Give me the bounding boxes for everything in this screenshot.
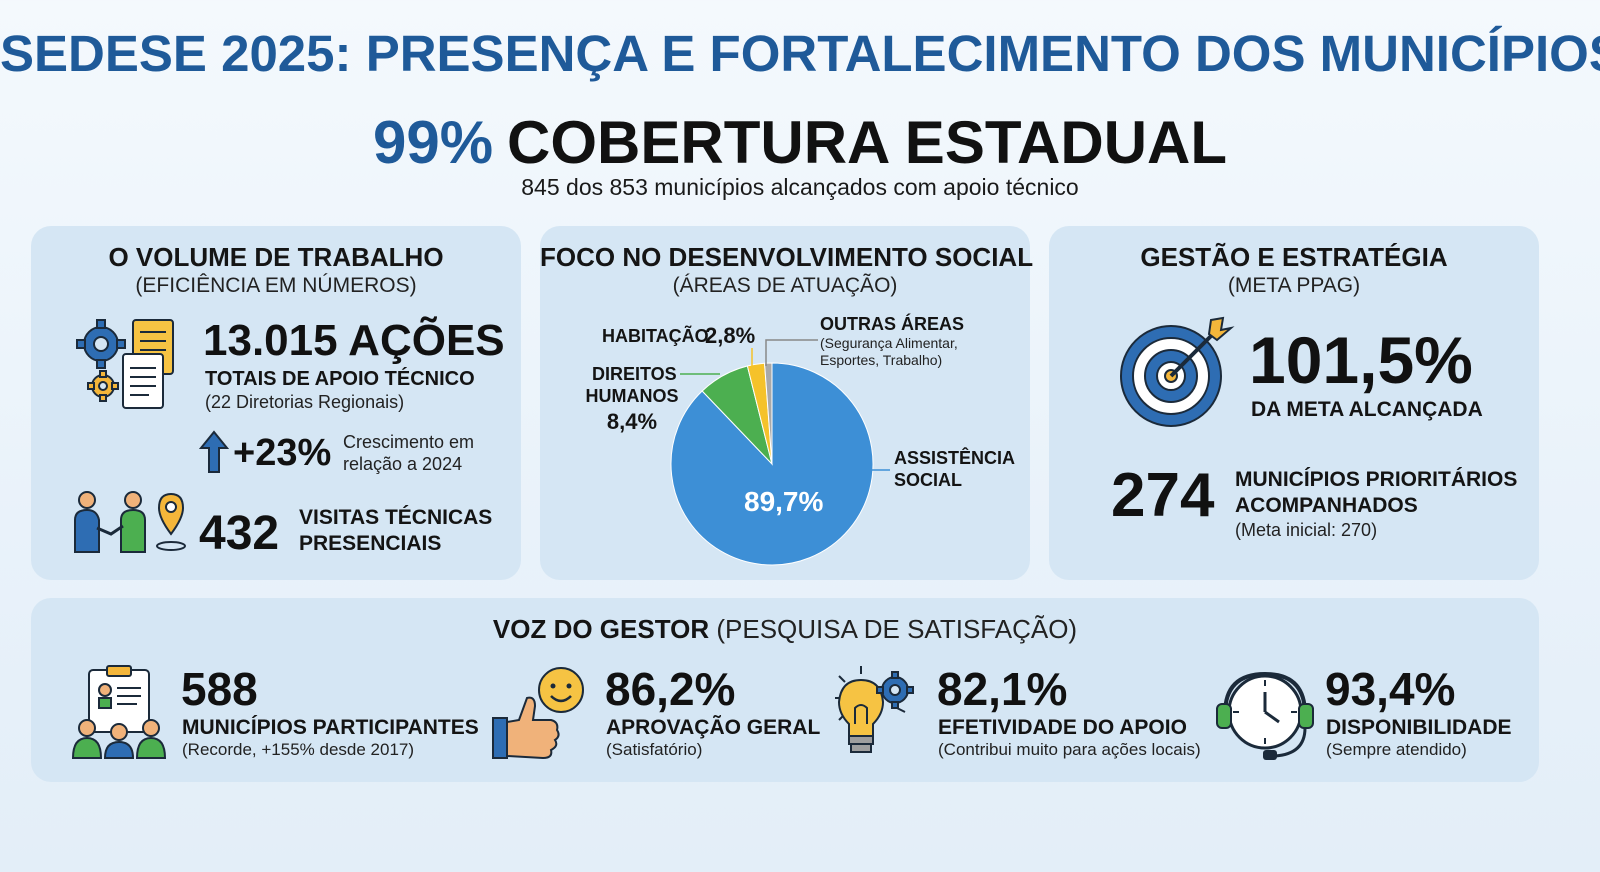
pie-slice-outras — [764, 362, 773, 465]
gears-documents-icon — [76, 319, 174, 409]
visitas-label-2: PRESENCIAIS — [299, 532, 442, 555]
coverage-subtitle: 845 dos 853 municípios alcançados com ap… — [521, 174, 1079, 200]
prior-value: 274 — [1111, 461, 1215, 530]
page-title: SEDESE 2025: PRESENÇA E FORTALECIMENTO D… — [0, 25, 1600, 82]
clipboard-people-icon — [71, 665, 167, 759]
growth-label-2: relação a 2024 — [343, 454, 463, 474]
gestao-subtitle: (META PPAG) — [1227, 274, 1361, 297]
voz-value-2: 86,2% — [605, 663, 736, 715]
target-icon — [1120, 316, 1235, 427]
clock-headset-icon — [1216, 671, 1314, 760]
coverage-value: 99% — [372, 109, 494, 176]
visitas-value: 432 — [199, 507, 280, 560]
meta-value: 101,5% — [1249, 323, 1473, 397]
gestao-title: GESTÃO E ESTRATÉGIA — [1140, 242, 1448, 272]
coverage-headline: 99% COBERTURA ESTADUAL — [0, 108, 1600, 177]
acoes-label: TOTAIS DE APOIO TÉCNICO — [205, 368, 475, 390]
label-assist-2: SOCIAL — [894, 470, 963, 490]
voz-sub-4: (Sempre atendido) — [1326, 740, 1467, 759]
pie-chart — [670, 339, 890, 566]
value-assist: 89,7% — [744, 486, 824, 517]
voz-sub-3: (Contribui muito para ações locais) — [938, 740, 1201, 759]
label-outras-sub-1: (Segurança Alimentar, — [820, 335, 958, 351]
foco-card: FOCO NO DESENVOLVIMENTO SOCIAL (ÁREAS DE… — [540, 226, 1034, 580]
voz-value-1: 588 — [181, 663, 258, 715]
lightbulb-gear-icon — [835, 666, 914, 753]
voz-card: VOZ DO GESTOR (PESQUISA DE SATISFAÇÃO) 5… — [31, 598, 1539, 782]
label-outras-sub-2: Esportes, Trabalho) — [820, 352, 943, 368]
label-direitos-2: HUMANOS — [585, 386, 679, 406]
arrow-up-icon — [199, 430, 229, 473]
handshake-location-icon — [74, 491, 186, 553]
acoes-value: 13.015 AÇÕES — [203, 316, 505, 365]
label-habitacao: HABITAÇÃO — [602, 326, 709, 346]
volume-card: O VOLUME DE TRABALHO (EFICIÊNCIA EM NÚME… — [31, 226, 521, 580]
voz-sub-1: (Recorde, +155% desde 2017) — [182, 740, 415, 759]
prior-label-2: ACOMPANHADOS — [1235, 494, 1418, 517]
value-direitos: 8,4% — [606, 409, 658, 434]
foco-title: FOCO NO DESENVOLVIMENTO SOCIAL — [540, 242, 1034, 272]
voz-title: VOZ DO GESTOR (PESQUISA DE SATISFAÇÃO) — [31, 614, 1539, 645]
prior-subtitle: (Meta inicial: 270) — [1235, 520, 1378, 540]
growth-label-1: Crescimento em — [343, 432, 475, 452]
visitas-label-1: VISITAS TÉCNICAS — [299, 506, 493, 529]
voz-sub-2: (Satisfatório) — [606, 740, 703, 759]
growth-value: +23% — [233, 432, 332, 474]
label-outras: OUTRAS ÁREAS — [820, 314, 965, 334]
leader-line-outras — [765, 339, 818, 366]
voz-label-4: DISPONIBILIDADE — [1326, 716, 1512, 739]
volume-title: O VOLUME DE TRABALHO — [108, 242, 444, 272]
acoes-subtitle: (22 Diretorias Regionais) — [205, 392, 405, 412]
coverage-label: COBERTURA ESTADUAL — [507, 109, 1228, 176]
volume-subtitle: (EFICIÊNCIA EM NÚMEROS) — [135, 274, 417, 297]
voz-label-3: EFETIVIDADE DO APOIO — [938, 716, 1187, 739]
voz-label-2: APROVAÇÃO GERAL — [606, 716, 821, 739]
label-direitos-1: DIREITOS — [592, 364, 677, 384]
foco-subtitle: (ÁREAS DE ATUAÇÃO) — [672, 274, 898, 297]
voz-label-1: MUNICÍPIOS PARTICIPANTES — [182, 716, 479, 739]
value-habitacao: 2,8% — [705, 323, 756, 348]
voz-title-rest: (PESQUISA DE SATISFAÇÃO) — [716, 614, 1078, 644]
voz-value-4: 93,4% — [1325, 663, 1456, 715]
voz-value-3: 82,1% — [937, 663, 1068, 715]
meta-label: DA META ALCANÇADA — [1251, 398, 1483, 421]
prior-label-1: MUNICÍPIOS PRIORITÁRIOS — [1235, 468, 1518, 491]
voz-title-bold: VOZ DO GESTOR — [492, 614, 710, 644]
gestao-card: GESTÃO E ESTRATÉGIA (META PPAG) 101,5% D… — [1049, 226, 1539, 580]
thumbs-up-smiley-icon — [492, 667, 584, 760]
label-assist-1: ASSISTÊNCIA — [894, 448, 1016, 468]
